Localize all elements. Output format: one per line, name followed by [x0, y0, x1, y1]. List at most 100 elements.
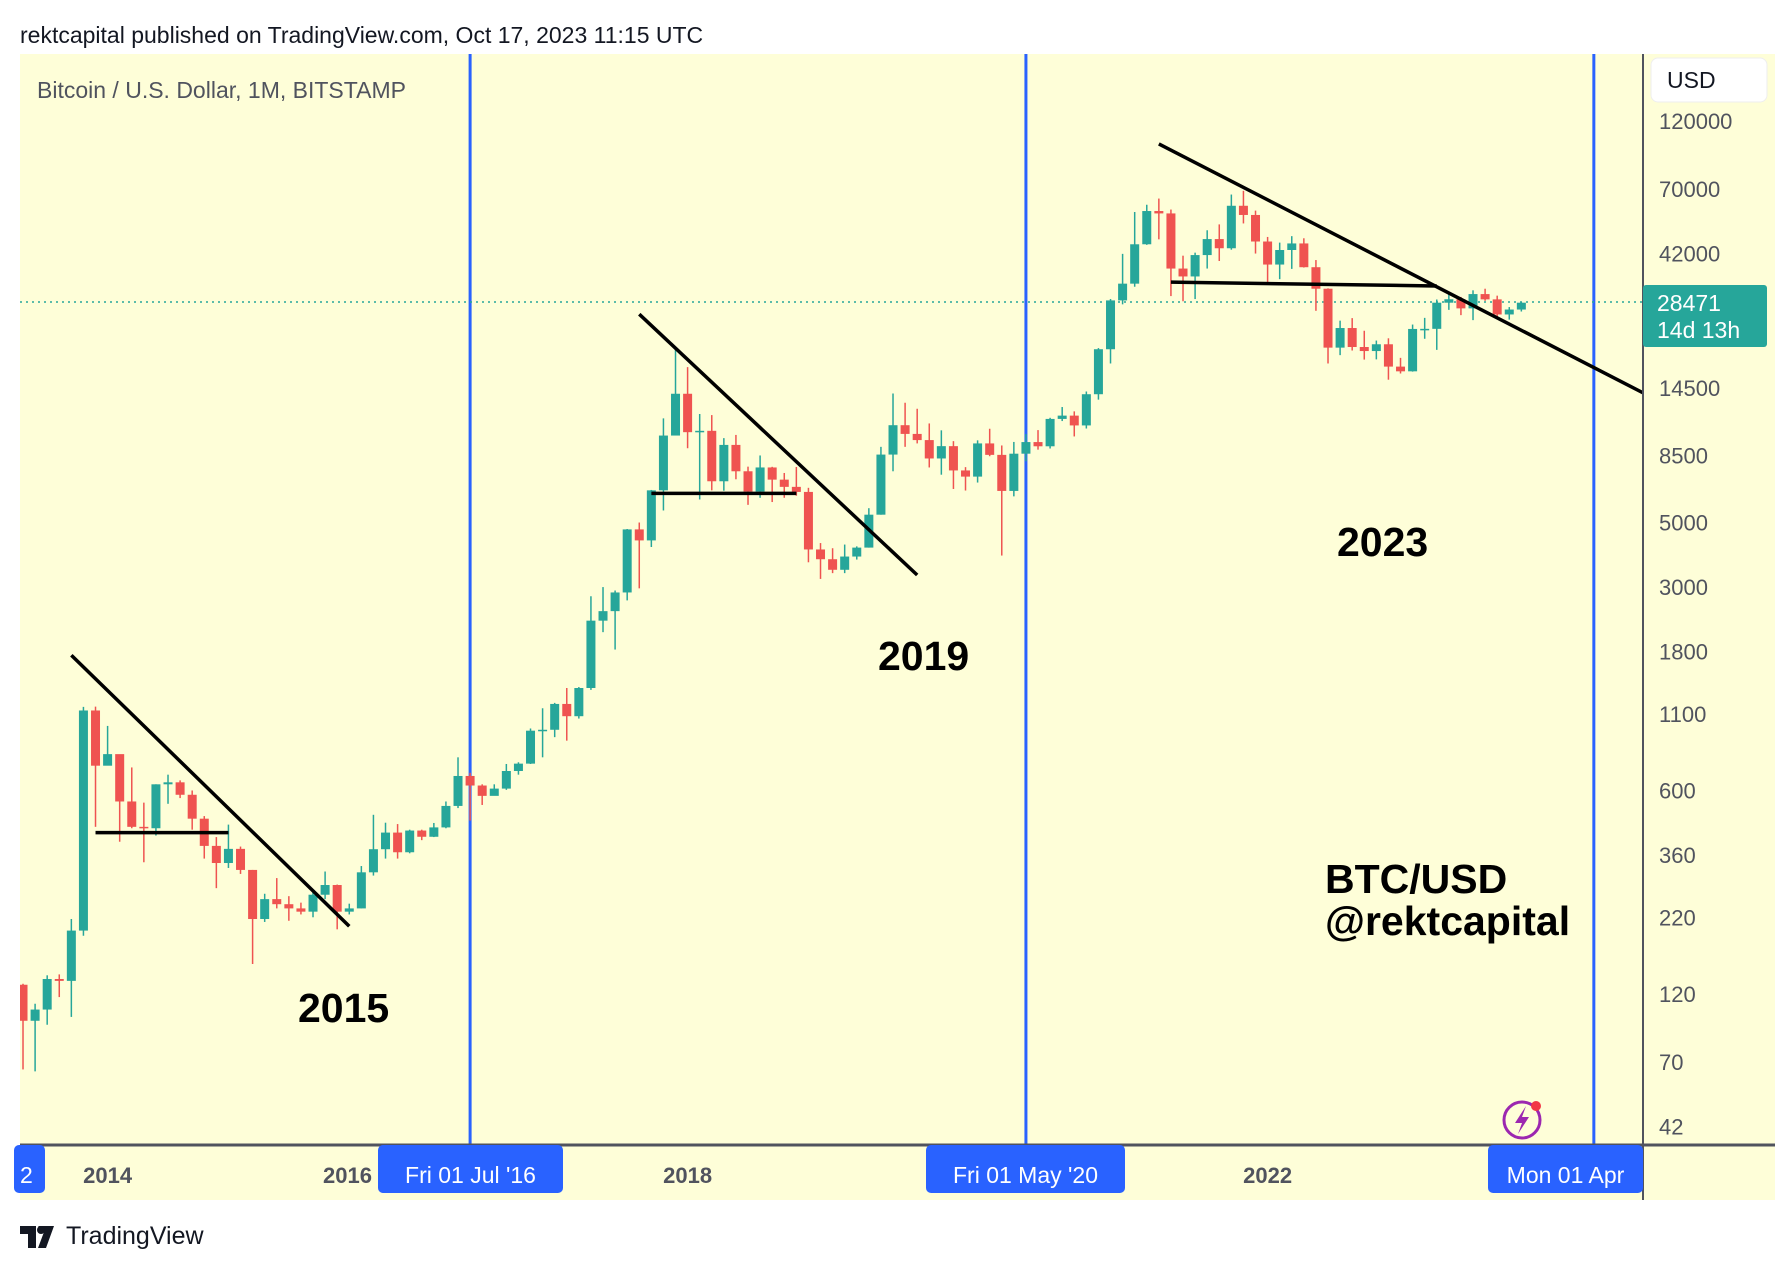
candle-body — [803, 491, 813, 550]
candle — [550, 702, 560, 738]
last-price-badge — [1643, 285, 1767, 347]
candle — [91, 706, 101, 827]
candle-body — [1323, 288, 1333, 348]
candle-body — [30, 1009, 40, 1021]
candle-body — [1516, 302, 1526, 310]
price-tick: 5000 — [1659, 511, 1708, 536]
candle — [634, 522, 644, 589]
annotation-2015: 2015 — [298, 985, 389, 1031]
candle-body — [103, 754, 113, 766]
price-tick: 360 — [1659, 843, 1696, 868]
candle — [791, 466, 801, 496]
support-trendline[interactable] — [1170, 280, 1437, 288]
candle-body — [1287, 243, 1297, 250]
descending-trendline[interactable] — [638, 312, 919, 577]
tradingview-logo[interactable]: TradingView — [20, 1222, 204, 1251]
candle-body — [1154, 211, 1164, 214]
candle — [1251, 210, 1261, 254]
candle-body — [284, 904, 294, 909]
currency-label[interactable]: USD — [1667, 67, 1716, 93]
candle — [598, 587, 608, 633]
candle-body — [272, 899, 282, 905]
candle-body — [1359, 347, 1369, 352]
candle-body — [405, 830, 415, 853]
candle-body — [1251, 214, 1261, 242]
candle — [103, 725, 113, 766]
candle-body — [936, 446, 946, 459]
candle-body — [646, 490, 656, 541]
candle — [1106, 299, 1116, 364]
time-tick: 2016 — [323, 1163, 372, 1188]
candle — [1118, 253, 1128, 305]
candle — [356, 866, 366, 909]
lightning-icon[interactable] — [1502, 1100, 1542, 1140]
candle — [900, 402, 910, 447]
candle-body — [767, 467, 777, 480]
candle — [66, 919, 76, 1017]
candle — [828, 548, 838, 574]
time-tick: 2022 — [1243, 1163, 1292, 1188]
candle-body — [671, 393, 681, 436]
candle-body — [223, 848, 233, 864]
candle — [1081, 391, 1091, 429]
candle — [1021, 434, 1031, 462]
candle — [453, 757, 463, 809]
candle-body — [888, 425, 898, 455]
price-tick: 120 — [1659, 982, 1696, 1007]
descending-trendline[interactable] — [70, 653, 351, 928]
candle-body — [1238, 205, 1248, 215]
price-tick: 120000 — [1659, 109, 1732, 134]
tradingview-brand: TradingView — [66, 1222, 204, 1250]
candle-body — [598, 611, 608, 621]
candle-body — [1226, 205, 1236, 249]
candle-body — [1311, 267, 1321, 289]
candle — [1359, 330, 1369, 360]
descending-trendline[interactable] — [1158, 142, 1691, 417]
candle — [6, 974, 15, 1045]
candle — [1057, 407, 1067, 422]
candle-body — [1106, 300, 1116, 350]
candle — [936, 430, 946, 475]
candle — [985, 428, 995, 457]
candle — [622, 529, 632, 601]
candle — [284, 896, 294, 921]
candle — [489, 784, 499, 796]
candle — [876, 446, 886, 515]
candle — [646, 489, 656, 547]
candle-body — [465, 775, 475, 786]
currency-button[interactable] — [1650, 57, 1768, 103]
candle-body — [381, 832, 391, 850]
candle — [1238, 190, 1248, 224]
candle — [586, 596, 596, 690]
candle — [1178, 255, 1188, 302]
candle — [78, 706, 88, 936]
candle — [248, 869, 258, 965]
candle — [719, 438, 729, 491]
candle — [151, 784, 161, 836]
candle-body — [1468, 294, 1478, 309]
candle-body — [1335, 328, 1345, 348]
price-axis[interactable]: 120000 70000 42000 14500 8500 5000 3000 1800 110… — [1659, 109, 1732, 1140]
date-marker-badge — [378, 1145, 563, 1193]
candle — [1275, 242, 1285, 280]
candle-body — [1263, 241, 1273, 265]
candle-body — [320, 885, 330, 895]
candle — [1492, 295, 1502, 318]
time-axis[interactable]: 2014 2016 2018 2022 2 Fri 01 Jul '16 Fri 01 Ma… — [14, 1145, 1643, 1193]
candle-body — [54, 978, 64, 981]
candle — [332, 884, 342, 930]
price-tick: 42 — [1659, 1115, 1683, 1140]
price-tick: 42000 — [1659, 242, 1720, 267]
candle — [912, 408, 922, 444]
candle — [211, 837, 221, 889]
candle-body — [1299, 243, 1309, 268]
candle-body — [175, 782, 185, 795]
candle — [1432, 299, 1442, 350]
candle-body — [1033, 442, 1043, 447]
candle-body — [695, 430, 705, 433]
candle — [465, 772, 475, 821]
candle — [1033, 430, 1043, 450]
watermark-author: @rektcapital — [1325, 898, 1570, 944]
candle-body — [296, 908, 306, 912]
